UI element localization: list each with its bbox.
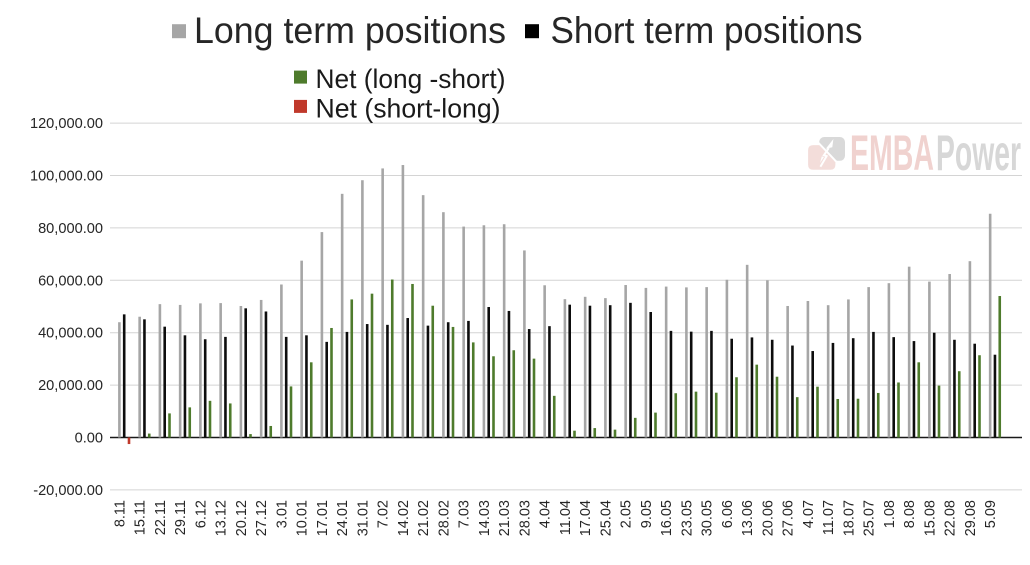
svg-text:6.12: 6.12 <box>193 500 209 528</box>
svg-text:7.03: 7.03 <box>457 500 473 528</box>
svg-text:28.02: 28.02 <box>436 500 452 536</box>
svg-text:Short term positions: Short term positions <box>551 10 863 51</box>
svg-text:0.00: 0.00 <box>75 431 103 447</box>
svg-text:Net (short-long): Net (short-long) <box>316 94 501 124</box>
svg-text:14.03: 14.03 <box>477 500 493 536</box>
svg-text:4.04: 4.04 <box>538 500 554 528</box>
svg-text:5.09: 5.09 <box>983 500 999 528</box>
svg-text:9.05: 9.05 <box>639 500 655 528</box>
svg-text:22.08: 22.08 <box>943 500 959 536</box>
svg-text:13.12: 13.12 <box>214 500 230 536</box>
svg-text:17.01: 17.01 <box>315 500 331 536</box>
svg-text:29.11: 29.11 <box>173 500 189 535</box>
svg-text:31.01: 31.01 <box>355 500 371 536</box>
svg-text:22.11: 22.11 <box>153 500 169 535</box>
svg-text:14.02: 14.02 <box>396 500 412 536</box>
svg-text:Power: Power <box>936 125 1021 181</box>
svg-text:25.04: 25.04 <box>598 500 614 536</box>
svg-text:18.07: 18.07 <box>841 500 857 536</box>
svg-text:24.01: 24.01 <box>335 500 351 536</box>
svg-text:28.03: 28.03 <box>517 500 533 536</box>
svg-text:20.06: 20.06 <box>760 500 776 536</box>
svg-text:13.06: 13.06 <box>740 500 756 536</box>
svg-text:2.05: 2.05 <box>619 500 635 528</box>
svg-text:3.01: 3.01 <box>274 500 290 528</box>
svg-text:Net (long -short): Net (long -short) <box>316 64 506 94</box>
svg-text:30.05: 30.05 <box>700 500 716 536</box>
svg-text:20,000.00: 20,000.00 <box>38 378 103 394</box>
svg-text:100,000.00: 100,000.00 <box>30 169 103 185</box>
svg-text:7.02: 7.02 <box>376 500 392 528</box>
svg-text:1.08: 1.08 <box>882 500 898 528</box>
svg-text:-20,000.00: -20,000.00 <box>33 483 103 499</box>
svg-text:27.12: 27.12 <box>254 500 270 536</box>
svg-text:10.01: 10.01 <box>295 500 311 536</box>
svg-text:27.06: 27.06 <box>781 500 797 536</box>
svg-text:11.07: 11.07 <box>821 500 837 535</box>
svg-text:8.08: 8.08 <box>902 500 918 528</box>
svg-text:6.06: 6.06 <box>720 500 736 528</box>
svg-text:15.11: 15.11 <box>133 500 149 535</box>
svg-text:15.08: 15.08 <box>922 500 938 536</box>
svg-text:8.11: 8.11 <box>112 500 128 527</box>
svg-text:EMBA: EMBA <box>850 125 934 181</box>
svg-text:21.02: 21.02 <box>416 500 432 536</box>
svg-text:80,000.00: 80,000.00 <box>38 221 103 237</box>
svg-text:23.05: 23.05 <box>679 500 695 536</box>
svg-text:11.04: 11.04 <box>558 500 574 535</box>
svg-text:40,000.00: 40,000.00 <box>38 326 103 342</box>
svg-text:21.03: 21.03 <box>497 500 513 536</box>
svg-text:17.04: 17.04 <box>578 500 594 536</box>
svg-text:16.05: 16.05 <box>659 500 675 536</box>
svg-text:60,000.00: 60,000.00 <box>38 273 103 289</box>
svg-text:Long term positions: Long term positions <box>194 10 506 51</box>
svg-text:120,000.00: 120,000.00 <box>30 116 103 132</box>
svg-text:4.07: 4.07 <box>801 500 817 528</box>
svg-text:25.07: 25.07 <box>862 500 878 536</box>
svg-text:29.08: 29.08 <box>963 500 979 536</box>
svg-text:20.12: 20.12 <box>234 500 250 536</box>
